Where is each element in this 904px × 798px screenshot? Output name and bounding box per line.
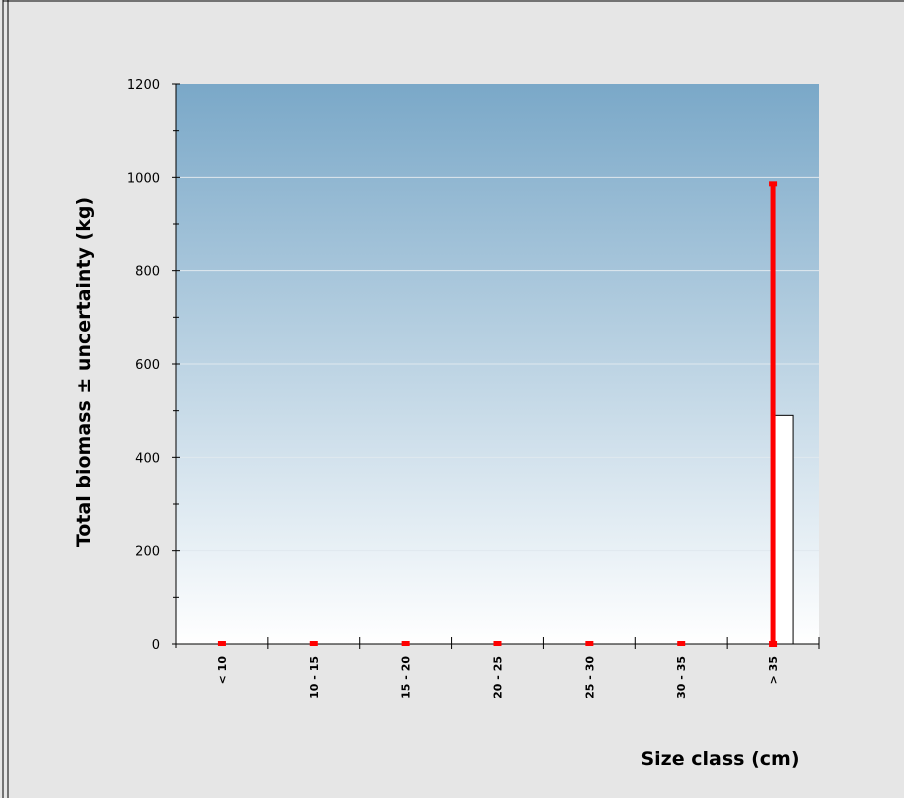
error-cap-bottom	[769, 641, 778, 647]
tick-labels: 0 200 400 600 800 1000 1200 < 10 10 - 15 15 - 20 2…	[127, 78, 780, 699]
error-marker	[217, 641, 226, 646]
error-marker	[401, 641, 410, 646]
x-tick-label: 10 - 15	[308, 656, 321, 699]
x-tick-label: > 35	[767, 656, 780, 684]
x-tick-label: 15 - 20	[400, 656, 413, 699]
gridlines	[176, 176, 819, 552]
x-tick-label: 30 - 35	[675, 656, 688, 699]
x-axis-title: Size class (cm)	[640, 748, 799, 770]
error-cap-top	[769, 181, 778, 187]
y-tick-label: 1200	[127, 78, 160, 93]
x-tick-label: 20 - 25	[492, 656, 505, 699]
bar	[772, 414, 794, 645]
x-tick-label: 25 - 30	[583, 656, 596, 699]
y-tick-label: 0	[152, 638, 160, 653]
data-marks	[217, 181, 794, 647]
y-tick-label: 600	[135, 358, 160, 373]
error-marker	[585, 641, 594, 646]
y-tick-label: 400	[135, 451, 160, 466]
y-tick-label: 200	[135, 545, 160, 560]
y-tick-label: 800	[135, 265, 160, 280]
y-axis-title: Total biomass ± uncertainty (kg)	[73, 197, 95, 547]
y-tick-label: 1000	[127, 171, 160, 186]
x-tick-label: < 10	[216, 656, 229, 685]
error-marker	[677, 641, 686, 646]
error-marker	[493, 641, 502, 646]
error-marker	[309, 641, 318, 646]
